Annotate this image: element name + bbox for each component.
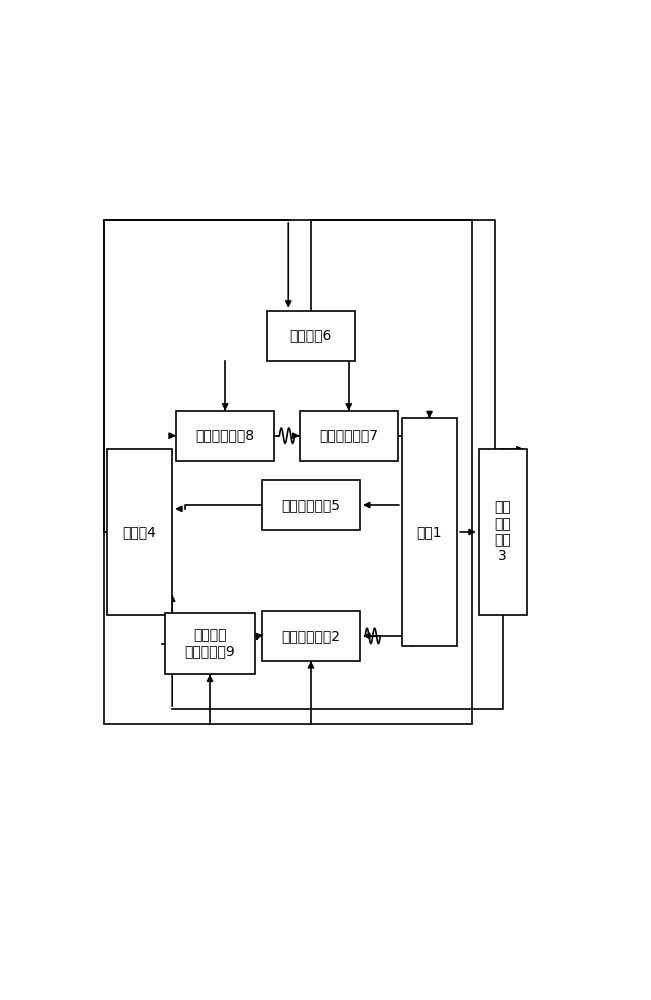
Text: 电流检测电路2: 电流检测电路2 [281, 629, 340, 643]
Text: 控制器4: 控制器4 [122, 525, 156, 539]
Text: 电源电路6: 电源电路6 [290, 329, 332, 343]
Text: 风机驱动电路7: 风机驱动电路7 [319, 429, 378, 443]
FancyBboxPatch shape [267, 311, 355, 361]
FancyBboxPatch shape [478, 449, 527, 615]
Text: 线性放大
及滤波电路9: 线性放大 及滤波电路9 [185, 629, 236, 659]
Text: 转速
检测
电路
3: 转速 检测 电路 3 [494, 501, 511, 563]
Bar [104, 220, 473, 724]
FancyBboxPatch shape [107, 449, 172, 615]
Text: 缓冲放大电路8: 缓冲放大电路8 [195, 429, 255, 443]
Text: 电压检测电路5: 电压检测电路5 [281, 498, 340, 512]
FancyBboxPatch shape [262, 480, 360, 530]
FancyBboxPatch shape [299, 411, 398, 461]
Text: 风机1: 风机1 [417, 525, 442, 539]
FancyBboxPatch shape [165, 613, 255, 674]
FancyBboxPatch shape [402, 418, 457, 646]
FancyBboxPatch shape [262, 611, 360, 661]
FancyBboxPatch shape [176, 411, 274, 461]
